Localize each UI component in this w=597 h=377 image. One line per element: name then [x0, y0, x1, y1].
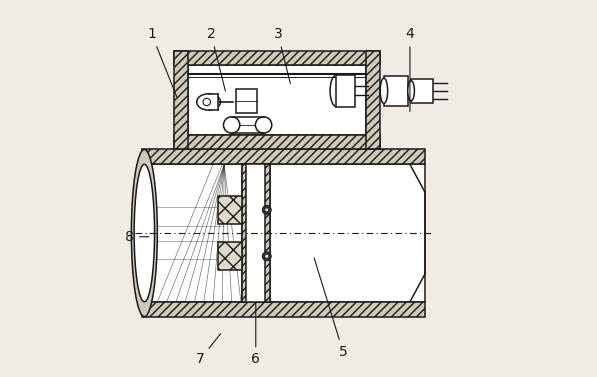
Text: 3: 3 [273, 28, 290, 84]
Circle shape [262, 205, 271, 214]
Bar [236, 89, 257, 113]
Bar [188, 65, 366, 135]
Ellipse shape [197, 94, 220, 110]
Bar [218, 242, 242, 270]
Bar [143, 302, 425, 317]
Ellipse shape [134, 164, 155, 302]
Bar [174, 135, 380, 150]
Bar [265, 164, 270, 302]
Text: 7: 7 [196, 334, 221, 366]
Bar [143, 150, 425, 164]
Text: 6: 6 [251, 303, 260, 366]
Bar [218, 196, 242, 224]
Bar [242, 164, 247, 302]
Bar [336, 75, 355, 107]
Circle shape [265, 254, 269, 258]
Bar [208, 94, 218, 110]
Bar [143, 164, 425, 302]
Text: 2: 2 [207, 28, 226, 91]
Ellipse shape [256, 117, 272, 133]
Bar [242, 164, 270, 302]
Text: 1: 1 [147, 28, 177, 97]
Bar [384, 76, 408, 106]
Text: 5: 5 [314, 258, 347, 359]
Ellipse shape [131, 150, 158, 317]
Bar [411, 79, 433, 103]
Ellipse shape [408, 81, 414, 101]
Circle shape [203, 98, 211, 106]
Circle shape [265, 208, 269, 212]
Bar [174, 51, 188, 150]
Ellipse shape [223, 117, 240, 133]
Text: 4: 4 [405, 28, 414, 112]
Ellipse shape [380, 78, 387, 103]
Text: 8: 8 [125, 230, 149, 244]
Bar [232, 117, 264, 133]
Bar [174, 51, 380, 65]
Bar [366, 51, 380, 150]
Circle shape [262, 252, 271, 261]
